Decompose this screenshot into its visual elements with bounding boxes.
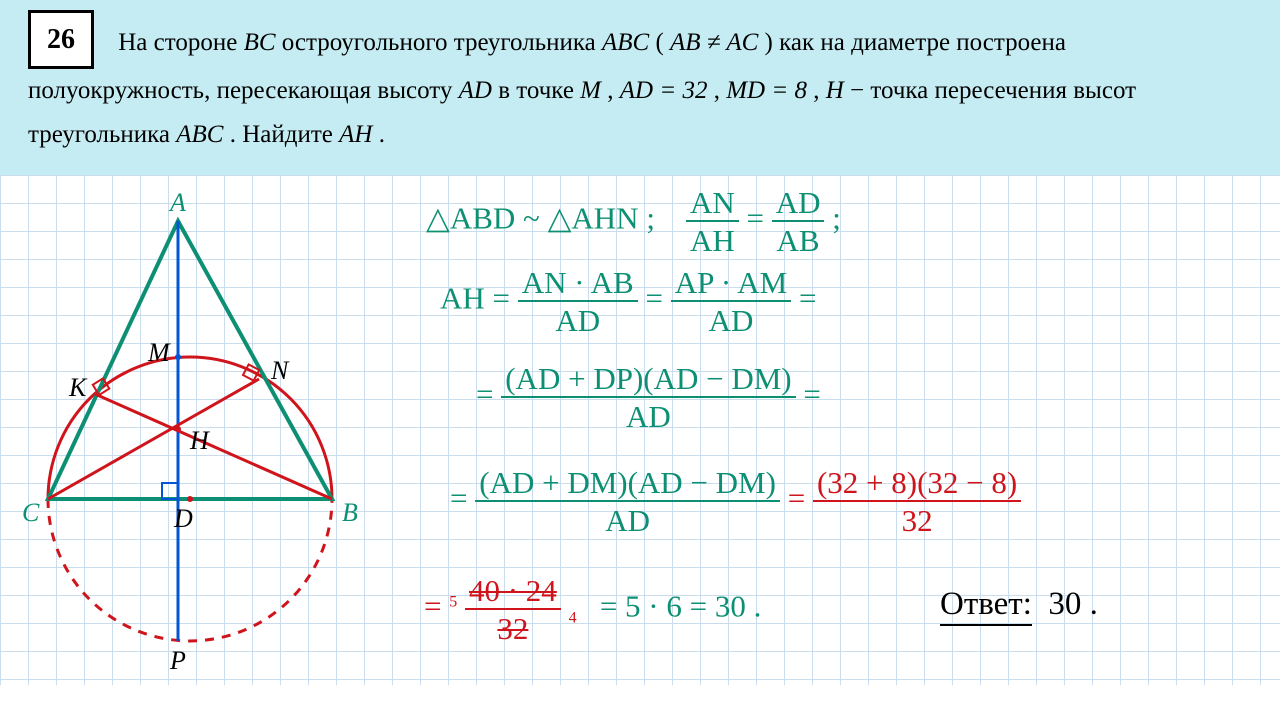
problem-statement: 26 На стороне BC остроугольного треуголь… [0, 0, 1280, 175]
step4-expand2: = (AD + DM)(AD − DM) AD = (32 + 8)(32 − … [450, 467, 1021, 536]
step2-ah-eq: AH = AN · AB AD = AP · AM AD = [440, 267, 816, 336]
txt: , [813, 77, 826, 104]
lead: = [476, 376, 493, 411]
txt: в точке [498, 77, 580, 104]
h-def: H [826, 77, 844, 104]
den: AD [475, 502, 780, 536]
frac-ad-ab: AD AB [772, 187, 825, 256]
tri-abc2: ABC [176, 121, 223, 148]
problem-text: На стороне BC остроугольного треугольник… [28, 29, 1136, 148]
lead: = [424, 588, 441, 623]
num: AP · AM [671, 267, 792, 302]
side-bc: BC [244, 29, 276, 56]
problem-number-box: 26 [28, 10, 94, 69]
tri-abc: ABC [602, 29, 649, 56]
den: AD [501, 398, 795, 432]
ad-eq: AD = 32 [620, 77, 708, 104]
frac-anab-ad: AN · AB AD [518, 267, 638, 336]
num: AD [772, 187, 825, 222]
cond: AB ≠ AC [670, 29, 758, 56]
eq: = [746, 200, 763, 235]
txt: На стороне [118, 29, 243, 56]
workspace: ABCDMNKHP △ABD ~ △AHN ; AN AH = AD AB ; [0, 175, 1280, 685]
svg-text:B: B [342, 498, 358, 527]
txt: , [607, 77, 620, 104]
sim: △ABD ~ △AHN ; [426, 200, 655, 235]
txt: остроугольного треугольника [282, 29, 602, 56]
frac-an-ah: AN AH [686, 187, 739, 256]
tail: ; [832, 200, 841, 235]
find-ah: AH [339, 121, 372, 148]
result: = 5 · 6 = 30 . [600, 588, 762, 623]
num: (32 + 8)(32 − 8) [813, 467, 1021, 502]
svg-text:D: D [173, 504, 193, 533]
num: 40 · 24 [465, 575, 561, 610]
answer-value: 30 . [1048, 586, 1098, 622]
den: AD [671, 302, 792, 336]
sub4: 4 [569, 609, 577, 626]
lead: AH = [440, 280, 510, 315]
svg-text:A: A [168, 188, 186, 217]
den: AB [772, 222, 825, 256]
pt-m: M [580, 77, 601, 104]
frac-numeric: (32 + 8)(32 − 8) 32 [813, 467, 1021, 536]
frac-apam-ad: AP · AM AD [671, 267, 792, 336]
step3-expand1: = (AD + DP)(AD − DM) AD = [476, 363, 821, 432]
answer-label: Ответ: [940, 586, 1032, 626]
eqred: = [788, 480, 805, 515]
answer-box: Ответ: 30 . [940, 587, 1098, 622]
svg-text:C: C [22, 498, 40, 527]
svg-text:M: M [147, 338, 171, 367]
svg-text:P: P [169, 646, 186, 675]
svg-text:H: H [189, 426, 210, 455]
altitude-ad: AD [459, 77, 492, 104]
den: AD [518, 302, 638, 336]
den: 32 [465, 610, 561, 644]
den: AH [686, 222, 739, 256]
md-eq: MD = 8 [726, 77, 807, 104]
geometry-diagram: A B C D M N K H P [10, 181, 400, 676]
num: AN [686, 187, 739, 222]
txt: ( [655, 29, 663, 56]
txt: . Найдите [230, 121, 339, 148]
svg-text:N: N [270, 356, 290, 385]
step5-compute: = 5 40 · 24 32 4 = 5 · 6 = 30 . [424, 575, 761, 644]
frac-expand2: (AD + DM)(AD − DM) AD [475, 467, 780, 536]
solution-steps: △ABD ~ △AHN ; AN AH = AD AB ; AH = AN · … [420, 175, 1272, 680]
den: 32 [813, 502, 1021, 536]
frac-4024-32: 40 · 24 32 [465, 575, 561, 644]
frac-expand1: (AD + DP)(AD − DM) AD [501, 363, 795, 432]
lead: = [450, 480, 467, 515]
txt: , [714, 77, 727, 104]
txt: . [379, 121, 385, 148]
tail: = [803, 376, 820, 411]
svg-text:K: K [68, 373, 88, 402]
step1-similarity: △ABD ~ △AHN ; AN AH = AD AB ; [426, 187, 841, 256]
tail: = [799, 280, 816, 315]
eq: = [645, 280, 662, 315]
num: AN · AB [518, 267, 638, 302]
sup5: 5 [449, 593, 457, 610]
num: (AD + DP)(AD − DM) [501, 363, 795, 398]
num: (AD + DM)(AD − DM) [475, 467, 780, 502]
